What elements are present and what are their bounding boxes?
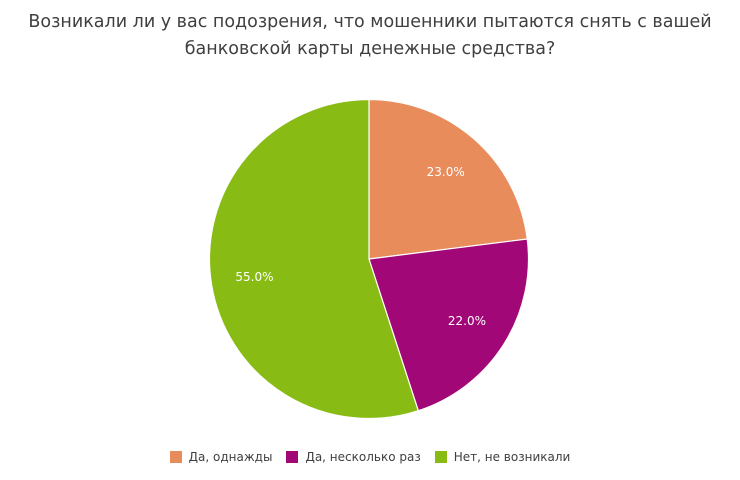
slice-never[interactable] [208, 98, 420, 420]
legend-label: Да, однажды [188, 450, 273, 464]
data-label: 23.0% [427, 165, 465, 179]
chart-title-line-1: Возникали ли у вас подозрения, что мошен… [28, 12, 712, 32]
legend-swatch [286, 451, 299, 463]
legend-item-once[interactable]: Да, однажды [169, 450, 273, 464]
slice-several-times[interactable] [368, 238, 530, 412]
legend-item-never[interactable]: Нет, не возникали [434, 450, 571, 464]
legend-swatch [434, 451, 447, 463]
legend-swatch [169, 451, 182, 463]
slice-once[interactable] [368, 98, 528, 260]
data-label: 22.0% [448, 314, 486, 328]
legend-label: Нет, не возникали [453, 450, 571, 464]
chart-title: Возникали ли у вас подозрения, что мошен… [0, 9, 740, 63]
legend-label: Да, несколько раз [305, 450, 421, 464]
chart-title-line-2: банковской карты денежные средства? [184, 39, 556, 59]
legend-item-several-times[interactable]: Да, несколько раз [286, 450, 421, 464]
data-label: 55.0% [235, 270, 273, 284]
legend: Да, однажды Да, несколько раз Нет, не во… [0, 450, 740, 464]
